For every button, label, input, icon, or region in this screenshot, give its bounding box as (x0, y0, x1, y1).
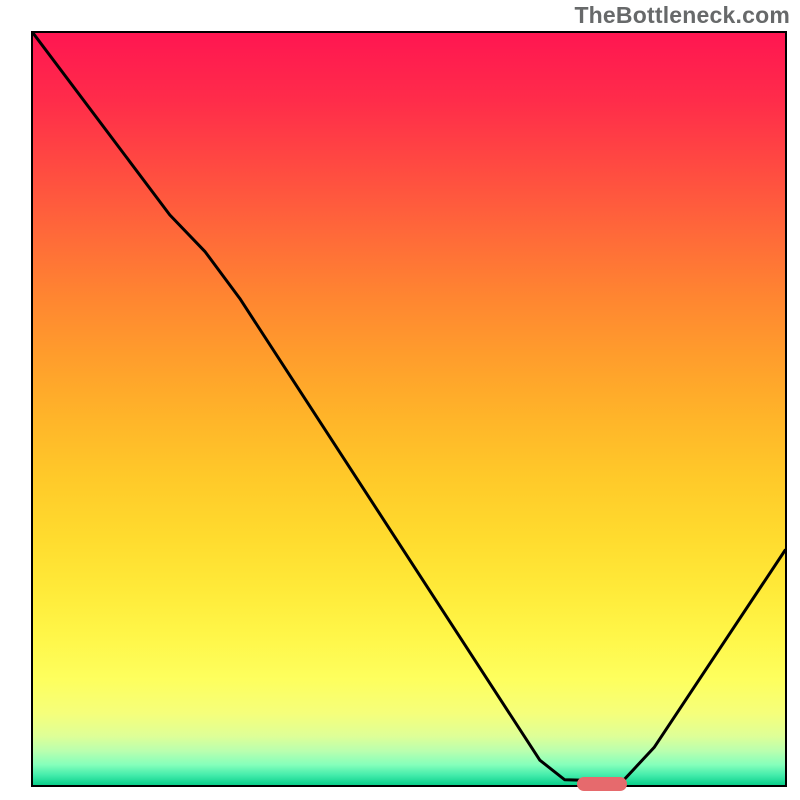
chart-background-gradient (33, 33, 785, 785)
optimal-marker (577, 777, 627, 791)
bottleneck-chart (31, 31, 787, 787)
watermark-text: TheBottleneck.com (574, 2, 790, 29)
